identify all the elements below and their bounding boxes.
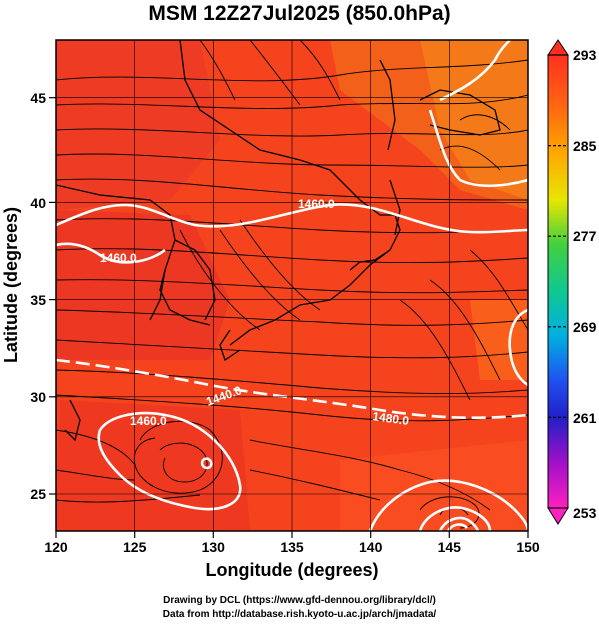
contour-label: 1460.0	[130, 414, 167, 428]
grid-lines	[56, 40, 528, 531]
colorbar-tick-label: 293	[573, 47, 597, 63]
x-axis-title: Longitude (degrees)	[205, 560, 378, 580]
x-tick-label: 120	[44, 539, 68, 555]
x-tick-label: 145	[438, 539, 462, 555]
colorbar	[547, 39, 569, 525]
x-tick-label: 130	[202, 539, 226, 555]
coastlines	[56, 40, 501, 442]
y-tick-label: 40	[30, 195, 46, 211]
axis-ticks	[49, 97, 529, 538]
y-tick-label: 35	[30, 292, 46, 308]
x-tick-label: 140	[359, 539, 383, 555]
y-tick-label: 25	[30, 486, 46, 502]
colorbar-tick-label: 285	[573, 138, 597, 154]
credit-data-source: Data from http://database.rish.kyoto-u.a…	[162, 609, 437, 620]
contour-label: 1480.0	[372, 409, 411, 428]
colorbar-tick-label: 253	[573, 505, 597, 521]
map-title: MSM 12Z27Jul2025 (850.0hPa)	[148, 2, 451, 25]
x-tick-label: 150	[516, 539, 540, 555]
y-tick-label: 30	[30, 389, 46, 405]
height-contours	[56, 40, 528, 531]
contour-label: 1460.0	[298, 197, 335, 211]
colorbar-tick-label: 269	[573, 319, 597, 335]
temperature-field	[56, 40, 528, 531]
credit-drawing: Drawing by DCL (https://www.gfd-dennou.o…	[163, 595, 436, 606]
y-axis-title: Latitude (degrees)	[1, 207, 21, 363]
contour-label: 1460.0	[100, 251, 137, 265]
colorbar-tick-label: 277	[573, 228, 597, 244]
y-tick-label: 45	[30, 90, 46, 106]
x-tick-label: 125	[123, 539, 147, 555]
colorbar-tick-label: 261	[573, 410, 597, 426]
x-tick-label: 135	[280, 539, 304, 555]
